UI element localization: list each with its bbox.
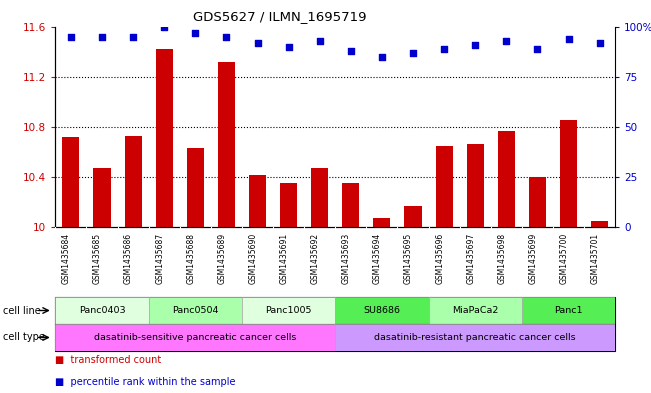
Bar [560,119,577,227]
Bar [249,174,266,227]
Text: Panc1: Panc1 [554,306,583,315]
Bar [94,168,111,227]
Text: GSM1435692: GSM1435692 [311,233,320,284]
Text: GSM1435698: GSM1435698 [497,233,506,284]
Text: GSM1435685: GSM1435685 [93,233,102,284]
Text: GSM1435688: GSM1435688 [186,233,195,284]
Text: GSM1435696: GSM1435696 [435,233,444,284]
Text: Panc0403: Panc0403 [79,306,125,315]
Point [221,34,232,40]
Text: GSM1435686: GSM1435686 [124,233,133,284]
Text: GSM1435684: GSM1435684 [62,233,71,284]
Text: GSM1435689: GSM1435689 [217,233,227,284]
Point [346,48,356,54]
Text: MiaPaCa2: MiaPaCa2 [452,306,499,315]
Point [377,54,387,60]
Bar [404,206,422,227]
Bar [242,297,335,324]
Text: GSM1435697: GSM1435697 [466,233,475,284]
Point [314,38,325,44]
Text: GSM1435690: GSM1435690 [249,233,258,284]
Bar [335,324,615,351]
Point [283,44,294,50]
Point [159,24,169,30]
Bar [55,324,335,351]
Bar [467,145,484,227]
Point [594,40,605,46]
Point [97,34,107,40]
Text: GSM1435691: GSM1435691 [280,233,288,284]
Bar [436,146,452,227]
Point [128,34,138,40]
Text: SU8686: SU8686 [363,306,400,315]
Bar [311,168,328,227]
Point [408,50,418,56]
Text: GSM1435695: GSM1435695 [404,233,413,284]
Bar [374,218,391,227]
Text: ■  percentile rank within the sample: ■ percentile rank within the sample [55,376,236,387]
Bar [55,297,148,324]
Text: GSM1435700: GSM1435700 [560,233,568,284]
Bar [522,297,615,324]
Bar [498,131,515,227]
Point [501,38,512,44]
Bar [529,177,546,227]
Point [190,30,201,36]
Point [253,40,263,46]
Bar [148,297,242,324]
Text: Panc0504: Panc0504 [172,306,219,315]
Text: Panc1005: Panc1005 [266,306,312,315]
Bar [428,297,522,324]
Bar [187,148,204,227]
Point [563,36,574,42]
Text: GDS5627 / ILMN_1695719: GDS5627 / ILMN_1695719 [193,10,366,23]
Bar [335,297,428,324]
Text: GSM1435694: GSM1435694 [373,233,382,284]
Bar [156,50,173,227]
Text: GSM1435701: GSM1435701 [590,233,600,284]
Text: cell line: cell line [3,305,41,316]
Bar [218,62,235,227]
Text: GSM1435699: GSM1435699 [529,233,538,284]
Point [439,46,449,52]
Point [533,46,543,52]
Text: cell type: cell type [3,332,45,343]
Text: ■  transformed count: ■ transformed count [55,355,161,365]
Text: dasatinib-resistant pancreatic cancer cells: dasatinib-resistant pancreatic cancer ce… [374,333,576,342]
Bar [124,136,142,227]
Bar [62,137,79,227]
Text: GSM1435693: GSM1435693 [342,233,351,284]
Text: GSM1435687: GSM1435687 [155,233,164,284]
Point [470,42,480,48]
Bar [280,183,297,227]
Bar [342,183,359,227]
Text: dasatinib-sensitive pancreatic cancer cells: dasatinib-sensitive pancreatic cancer ce… [94,333,296,342]
Bar [591,221,608,227]
Point [66,34,76,40]
